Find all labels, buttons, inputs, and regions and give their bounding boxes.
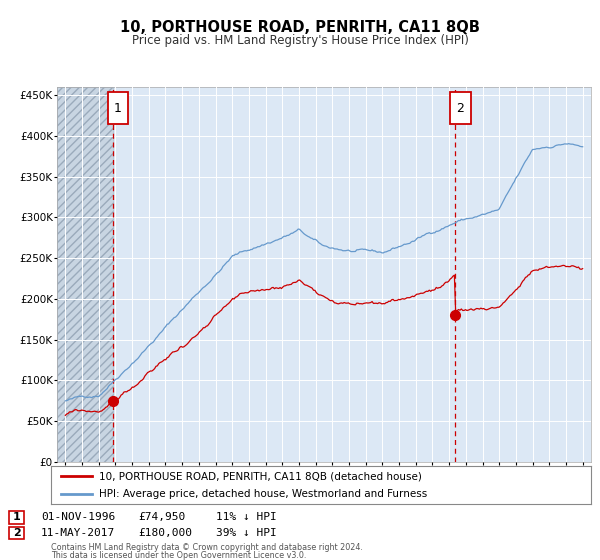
Text: 11% ↓ HPI: 11% ↓ HPI [216,512,277,522]
Text: Price paid vs. HM Land Registry's House Price Index (HPI): Price paid vs. HM Land Registry's House … [131,34,469,46]
Text: £180,000: £180,000 [138,528,192,538]
FancyBboxPatch shape [451,92,470,124]
Text: HPI: Average price, detached house, Westmorland and Furness: HPI: Average price, detached house, West… [98,489,427,499]
Text: 10, PORTHOUSE ROAD, PENRITH, CA11 8QB (detached house): 10, PORTHOUSE ROAD, PENRITH, CA11 8QB (d… [98,471,421,481]
Text: 11-MAY-2017: 11-MAY-2017 [41,528,115,538]
Bar [57,87,113,462]
Text: This data is licensed under the Open Government Licence v3.0.: This data is licensed under the Open Gov… [51,551,307,560]
FancyBboxPatch shape [108,92,128,124]
Bar [57,87,113,462]
Text: 10, PORTHOUSE ROAD, PENRITH, CA11 8QB: 10, PORTHOUSE ROAD, PENRITH, CA11 8QB [120,20,480,35]
Text: 1: 1 [114,102,122,115]
Text: 01-NOV-1996: 01-NOV-1996 [41,512,115,522]
Text: £74,950: £74,950 [138,512,185,522]
Text: 39% ↓ HPI: 39% ↓ HPI [216,528,277,538]
Text: 1: 1 [13,512,20,522]
Text: 2: 2 [13,528,20,538]
Text: Contains HM Land Registry data © Crown copyright and database right 2024.: Contains HM Land Registry data © Crown c… [51,543,363,552]
Text: 2: 2 [457,102,464,115]
